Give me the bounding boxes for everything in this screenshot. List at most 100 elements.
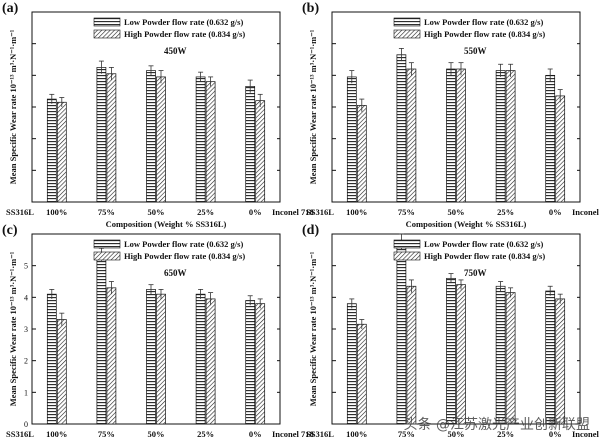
high-flow-bar-3 (156, 293, 166, 425)
low-flow-bar-3 (146, 289, 156, 425)
legend-label-high: High Powder flow rate (0.834 g/s) (424, 251, 545, 261)
low-flow-bar-4 (495, 70, 506, 203)
x-left-end-label: SS316L (306, 429, 334, 439)
low-flow-bar-4 (195, 76, 206, 203)
x-tick-label: 100% (46, 429, 67, 439)
low-flow-bar-5 (545, 290, 556, 425)
x-right-end-label: Inconel 718 (572, 429, 600, 439)
y-tick-label: 3 (24, 325, 28, 334)
x-tick-label: 50% (448, 207, 465, 217)
chart-title: 550W (464, 46, 487, 56)
high-flow-bar-3 (456, 68, 466, 203)
x-tick-label: 100% (346, 429, 367, 439)
high-flow-bar-2 (406, 285, 417, 425)
x-tick-label: 75% (98, 429, 115, 439)
x-tick-label: 0% (549, 207, 562, 217)
legend-label-low: Low Powder flow rate (0.632 g/s) (124, 17, 243, 27)
chart-title: 650W (164, 268, 187, 278)
chart-panel-3: (c) 0 1 2 3 4 5 Mean Specific Wear rate 10⁻¹³ m… (2, 223, 314, 439)
high-flow-bar-5 (555, 298, 566, 425)
high-flow-bar-1 (56, 101, 67, 203)
chart-title: 750W (464, 268, 487, 278)
high-flow-bar-2 (406, 68, 417, 203)
x-tick-label: 0% (549, 429, 562, 439)
low-flow-bar-4 (195, 293, 206, 425)
low-flow-bar-2 (96, 254, 107, 425)
x-left-end-label: SS316L (6, 429, 34, 439)
low-flow-bar-1 (346, 76, 357, 203)
x-tick-label: 100% (46, 207, 67, 217)
x-tick-label: 0% (249, 429, 262, 439)
x-tick-label: 25% (497, 429, 514, 439)
legend-label-high: High Powder flow rate (0.834 g/s) (424, 29, 545, 39)
legend-label-low: Low Powder flow rate (0.632 g/s) (424, 239, 543, 249)
legend-swatch-low (393, 17, 421, 27)
x-axis-label: Composition (Weight % SS316L) (406, 219, 527, 229)
y-axis-label: Mean Specific Wear rate 10⁻¹³ m³·N⁻¹·m⁻¹ (8, 29, 18, 184)
panel-label: (c) (2, 223, 18, 238)
y-tick-label: 5 (24, 262, 28, 271)
x-tick-label: 0% (249, 207, 262, 217)
x-tick-label: 50% (148, 207, 165, 217)
plot-frame (31, 233, 281, 425)
legend-label-high: High Powder flow rate (0.834 g/s) (124, 29, 245, 39)
x-tick-label: 25% (497, 207, 514, 217)
chart-panel-1: (a) Mean Specific Wear rate 10⁻¹³ m³·N⁻¹·… (2, 1, 314, 229)
low-flow-bar-1 (46, 98, 57, 203)
y-axis-label: Mean Specific Wear rate 10⁻¹³ m³·N⁻¹·m⁻¹ (308, 29, 318, 184)
chart-panel-2: (b) Mean Specific Wear rate 10⁻¹³ m³·N⁻¹·… (302, 1, 600, 229)
legend-swatch-high (393, 251, 421, 261)
y-axis-label: Mean Specific Wear rate 10⁻¹³ m³·N⁻¹·m⁻¹ (308, 251, 318, 406)
legend-swatch-low (93, 239, 121, 249)
plot-frame (331, 11, 581, 203)
y-axis-label: Mean Specific Wear rate 10⁻¹³ m³·N⁻¹·m⁻¹ (8, 251, 18, 406)
high-flow-bar-1 (356, 105, 367, 203)
high-flow-bar-5 (555, 95, 566, 203)
y-tick-label: 0 (24, 420, 28, 429)
high-flow-bar-4 (205, 81, 216, 203)
low-flow-bar-2 (96, 67, 107, 203)
low-flow-bar-4 (495, 285, 506, 425)
chart-panel-4: (d) Mean Specific Wear rate 10⁻¹³ m³·N⁻¹·… (302, 223, 600, 439)
high-flow-bar-4 (505, 292, 516, 425)
plot-frame (331, 233, 581, 425)
high-flow-bar-5 (255, 100, 266, 203)
high-flow-bar-4 (205, 298, 216, 425)
watermark: 头条 @江苏激光产业创新联盟 (403, 417, 590, 433)
x-left-end-label: SS316L (306, 207, 334, 217)
low-flow-bar-1 (346, 303, 357, 425)
y-tick-label: 4 (24, 293, 28, 302)
high-flow-bar-1 (356, 323, 367, 425)
x-tick-label: 50% (148, 429, 165, 439)
high-flow-bar-5 (255, 303, 266, 425)
low-flow-bar-2 (396, 54, 407, 203)
low-flow-bar-1 (46, 293, 57, 425)
chart-title: 450W (164, 46, 187, 56)
x-tick-label: 75% (398, 207, 415, 217)
low-flow-bar-3 (446, 68, 456, 203)
low-flow-bar-5 (245, 300, 256, 425)
legend-label-high: High Powder flow rate (0.834 g/s) (124, 251, 245, 261)
legend-swatch-low (393, 239, 421, 249)
x-tick-label: 75% (98, 207, 115, 217)
legend-label-low: Low Powder flow rate (0.632 g/s) (124, 239, 243, 249)
x-right-end-label: Inconel 718 (572, 207, 600, 217)
high-flow-bar-4 (505, 70, 516, 203)
high-flow-bar-3 (456, 284, 466, 425)
high-flow-bar-1 (56, 319, 67, 425)
x-right-end-label: Inconel 718 (272, 429, 314, 439)
high-flow-bar-2 (106, 287, 117, 425)
x-tick-label: 50% (448, 429, 465, 439)
low-flow-bar-2 (396, 241, 407, 425)
low-flow-bar-5 (545, 74, 556, 203)
panel-label: (a) (2, 1, 19, 16)
low-flow-bar-3 (146, 70, 156, 203)
legend-swatch-high (393, 29, 421, 39)
plot-frame (31, 11, 281, 203)
legend-swatch-high (93, 251, 121, 261)
low-flow-bar-5 (245, 86, 256, 203)
x-axis-label: Composition (Weight % SS316L) (106, 219, 227, 229)
legend-label-low: Low Powder flow rate (0.632 g/s) (424, 17, 543, 27)
high-flow-bar-2 (106, 73, 117, 203)
